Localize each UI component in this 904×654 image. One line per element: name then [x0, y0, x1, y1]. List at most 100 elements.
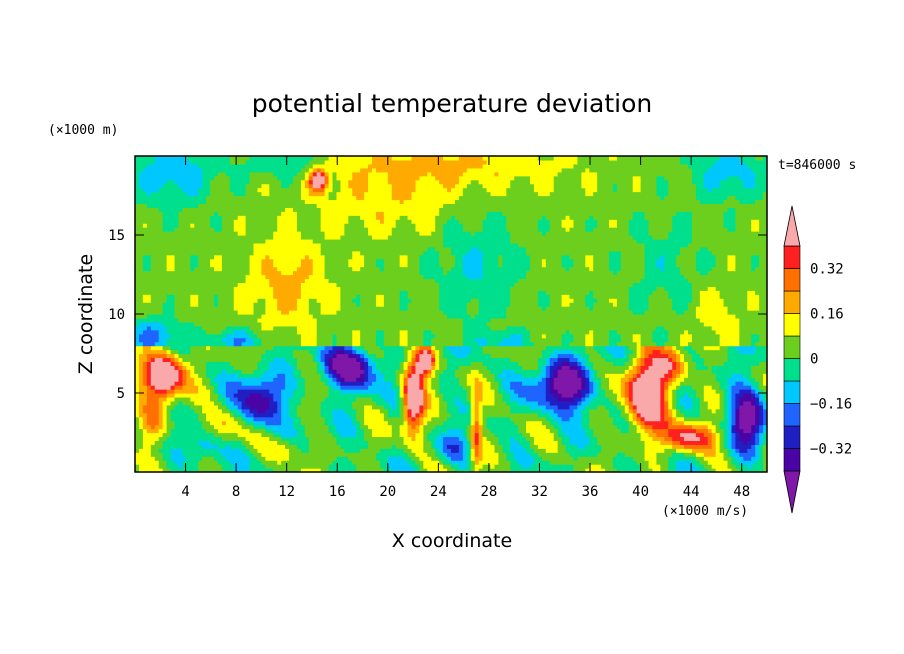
- heatmap-cell: [352, 333, 361, 339]
- heatmap-cell: [170, 468, 199, 472]
- heatmap-cell: [743, 159, 767, 165]
- heatmap-cell: [344, 345, 353, 351]
- heatmap-cell: [296, 325, 318, 331]
- heatmap-cell: [763, 416, 767, 422]
- heatmap-cell: [328, 365, 334, 370]
- heatmap-cell: [478, 341, 488, 347]
- heatmap-cell: [336, 381, 341, 386]
- heatmap-cell: [672, 381, 681, 386]
- heatmap-cell: [711, 187, 767, 193]
- heatmap-cell: [328, 381, 338, 386]
- heatmap-cell: [589, 329, 594, 335]
- heatmap-cell: [466, 274, 484, 280]
- heatmap-cell: [435, 219, 448, 224]
- heatmap-cell: [684, 274, 767, 280]
- heatmap-cell: [142, 365, 148, 370]
- heatmap-cell: [755, 290, 767, 295]
- heatmap-cell: [612, 183, 618, 189]
- heatmap-cell: [150, 452, 164, 457]
- heatmap-cell: [391, 432, 401, 438]
- heatmap-cell: [391, 156, 413, 161]
- heatmap-cell: [676, 396, 681, 402]
- heatmap-cell: [277, 266, 298, 272]
- heatmap-cell: [727, 396, 733, 402]
- heatmap-cell: [755, 416, 760, 422]
- heatmap-cell: [447, 187, 452, 193]
- heatmap-cell: [336, 310, 444, 315]
- heatmap-cell: [198, 464, 223, 469]
- heatmap-cell: [644, 361, 654, 366]
- heatmap-cell: [612, 187, 618, 193]
- heatmap-cell: [190, 262, 199, 268]
- heatmap-cell: [403, 361, 409, 366]
- heatmap-cell: [419, 412, 424, 418]
- heatmap-cell: [664, 325, 713, 331]
- heatmap-cell: [545, 262, 563, 268]
- heatmap-cell: [296, 357, 314, 362]
- heatmap-cell: [403, 381, 409, 386]
- heatmap-cell: [585, 298, 598, 303]
- heatmap-cell: [545, 373, 551, 378]
- heatmap-cell: [447, 408, 460, 414]
- heatmap-cell: [644, 215, 673, 220]
- heatmap-cell: [632, 361, 638, 366]
- heatmap-cell: [332, 175, 338, 181]
- heatmap-cell: [443, 349, 452, 355]
- heatmap-cell: [759, 306, 767, 311]
- heatmap-cell: [399, 404, 405, 410]
- heatmap-cell: [443, 235, 511, 240]
- heatmap-cell: [751, 424, 756, 430]
- heatmap-cell: [668, 393, 673, 398]
- heatmap-cell: [664, 345, 673, 351]
- heatmap-cell: [146, 389, 156, 394]
- heatmap-cell: [601, 444, 646, 449]
- heatmap-cell: [664, 341, 681, 347]
- heatmap-cell: [549, 369, 555, 374]
- heatmap-cell: [755, 389, 760, 394]
- heatmap-cell: [727, 404, 733, 410]
- heatmap-cell: [150, 381, 176, 386]
- heatmap-cell: [664, 254, 677, 260]
- heatmap-cell: [206, 365, 235, 370]
- heatmap-cell: [423, 373, 428, 378]
- heatmap-cell: [332, 333, 338, 339]
- heatmap-cell: [482, 432, 496, 438]
- heatmap-cell: [616, 183, 634, 189]
- heatmap-cell: [174, 294, 191, 299]
- heatmap-cell: [364, 432, 373, 438]
- heatmap-cell: [735, 436, 740, 441]
- heatmap-cell: [411, 349, 417, 355]
- heatmap-cell: [616, 329, 654, 335]
- heatmap-cell: [731, 420, 736, 426]
- heatmap-cell: [407, 306, 440, 311]
- heatmap-cell: [289, 456, 338, 461]
- heatmap-cell: [135, 262, 144, 268]
- heatmap-cell: [668, 389, 673, 394]
- heatmap-cell: [601, 385, 610, 390]
- heatmap-cell: [656, 432, 669, 438]
- heatmap-cell: [360, 424, 369, 430]
- heatmap-cell: [589, 306, 594, 311]
- heatmap-cell: [142, 404, 160, 410]
- heatmap-cell: [273, 290, 302, 295]
- heatmap-cell: [336, 191, 353, 197]
- heatmap-cell: [336, 337, 353, 343]
- heatmap-cell: [482, 385, 492, 390]
- heatmap-cell: [411, 298, 440, 303]
- heatmap-cell: [620, 389, 626, 394]
- heatmap-cell: [526, 428, 551, 434]
- heatmap-cell: [356, 357, 361, 362]
- heatmap-cell: [379, 408, 389, 414]
- heatmap-cell: [387, 235, 444, 240]
- heatmap-cell: [711, 440, 717, 445]
- heatmap-cell: [174, 179, 203, 185]
- heatmap-cell: [656, 175, 665, 181]
- heatmap-cell: [135, 310, 164, 315]
- heatmap-cell: [265, 306, 278, 311]
- heatmap-cell: [628, 412, 634, 418]
- heatmap-cell: [221, 227, 235, 232]
- heatmap-cell: [751, 464, 764, 469]
- heatmap-cell: [589, 167, 693, 173]
- heatmap-cell: [644, 448, 665, 453]
- heatmap-cell: [332, 341, 338, 347]
